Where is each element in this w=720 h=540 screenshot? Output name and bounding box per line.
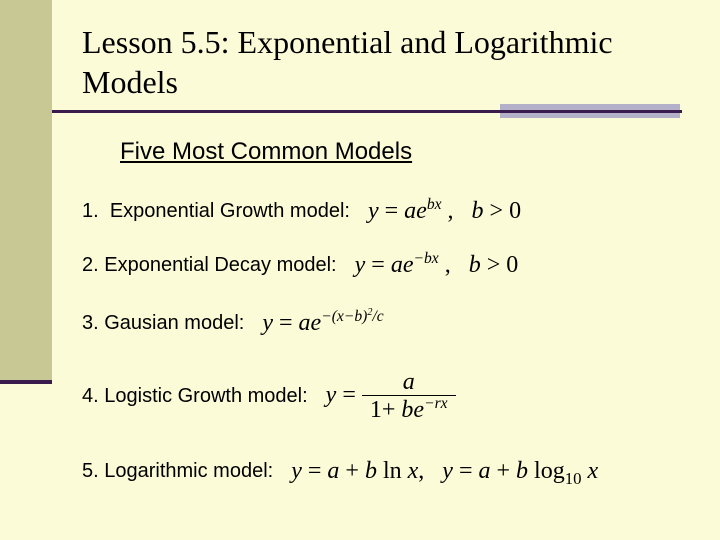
model-row-1: 1. Exponential Growth model: y = aebx , …: [82, 198, 697, 225]
left-stripe: [0, 0, 52, 380]
model-label: 5. Logarithmic model:: [82, 460, 273, 483]
model-formula: y = ae−(x−b)2/c: [262, 310, 383, 337]
rule-line: [52, 110, 682, 113]
model-label: 2. Exponential Decay model:: [82, 254, 337, 277]
model-label: 4. Logistic Growth model:: [82, 385, 308, 408]
slide-subtitle: Five Most Common Models: [120, 138, 412, 166]
model-row-3: 3. Gausian model: y = ae−(x−b)2/c: [82, 310, 697, 337]
model-row-2: 2. Exponential Decay model: y = ae−bx , …: [82, 252, 697, 279]
left-stripe-dash: [0, 380, 52, 384]
model-row-5: 5. Logarithmic model: y = a + b ln x, y …: [82, 458, 697, 485]
model-row-4: 4. Logistic Growth model: y = a 1+ be−rx: [82, 370, 697, 423]
slide-title: Lesson 5.5: Exponential and Logarithmic …: [82, 22, 662, 102]
model-formula: y = a + b ln x, y = a + b log10 x: [291, 458, 598, 485]
model-label: 3. Gausian model:: [82, 312, 244, 335]
model-label: 1. Exponential Growth model:: [82, 200, 350, 223]
title-block: Lesson 5.5: Exponential and Logarithmic …: [82, 22, 662, 102]
model-formula: y = a 1+ be−rx: [326, 370, 456, 423]
model-formula: y = aebx , b > 0: [368, 198, 521, 225]
model-formula: y = ae−bx , b > 0: [355, 252, 519, 279]
